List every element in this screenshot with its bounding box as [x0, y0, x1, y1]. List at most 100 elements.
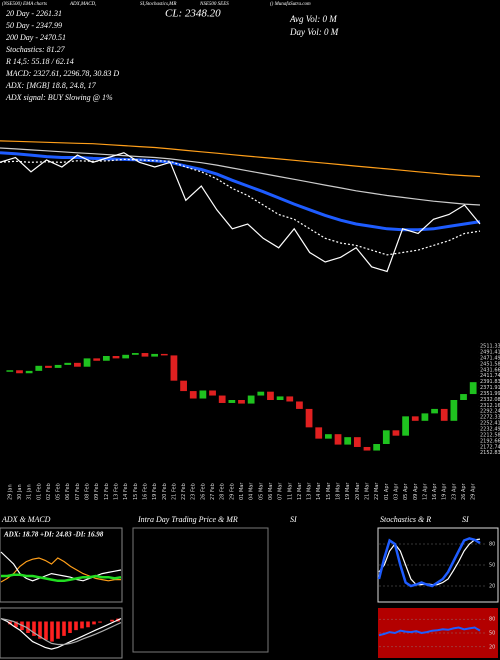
y-tick-label: 2312.16: [480, 403, 500, 409]
x-tick-label: 21 Mar: [364, 482, 370, 500]
x-tick-label: 06 Feb: [65, 483, 71, 500]
y-tick-label: 2272.33: [480, 415, 500, 421]
candle: [199, 390, 207, 399]
x-tick-label: 15 Mar: [326, 482, 332, 500]
candle: [344, 437, 352, 445]
x-tick-label: 22 Mar: [374, 482, 380, 500]
bar: [74, 621, 78, 631]
series-line: [0, 557, 121, 583]
x-tick-label: 09 Feb: [94, 483, 100, 500]
y-tick-label: 2371.91: [480, 385, 500, 391]
y-tick-label: 50: [489, 563, 495, 569]
macd-frame: [0, 607, 123, 659]
candle: [151, 353, 159, 357]
intraday-frame: [132, 527, 269, 653]
candle: [6, 370, 14, 372]
x-tick-label: 29 Feb: [229, 483, 235, 500]
candle: [431, 408, 438, 414]
x-tick-label: 02 Feb: [46, 483, 52, 500]
candle: [450, 400, 458, 421]
x-tick-label: 16 Feb: [142, 483, 148, 500]
header-text: (NSE500) EMA charts: [2, 2, 47, 7]
indicator-text: ADX: [MGB] 18.8, 24.8, 17: [5, 81, 97, 90]
y-tick-label: 80: [489, 617, 495, 623]
indicator-text: 20 Day - 2261.31: [6, 9, 62, 18]
y-tick-label: 2491.41: [480, 350, 500, 356]
x-tick-label: 04 Mar: [249, 482, 255, 500]
candle: [93, 358, 101, 361]
series-line: [0, 147, 481, 206]
avg-volume: Avg Vol: 0 M: [289, 14, 337, 24]
x-tick-label: 18 Mar: [336, 482, 342, 500]
candle: [45, 365, 52, 368]
y-tick-label: 2351.99: [480, 391, 500, 397]
candle: [411, 416, 419, 421]
x-tick-label: 11 Mar: [287, 482, 293, 500]
x-tick-label: 14 Feb: [123, 483, 129, 500]
candle: [469, 382, 477, 395]
candle: [25, 370, 33, 374]
panel-subtitle: SI: [462, 515, 469, 524]
x-tick-label: 05 Mar: [258, 482, 264, 500]
candle: [315, 427, 323, 439]
panel-title: Stochastics & R: [380, 515, 431, 524]
series-line: [0, 152, 481, 273]
adx-label: ADX: 18.78 +DI: 24.83 -DI: 16.98: [3, 531, 104, 539]
indicator-text: R 14,5: 55.18 / 62.14: [5, 57, 74, 66]
indicator-text: 50 Day - 2347.99: [6, 21, 62, 30]
candle: [257, 391, 265, 396]
x-tick-label: 06 Mar: [268, 482, 274, 500]
series-line: [0, 140, 481, 178]
candle: [180, 380, 187, 392]
x-tick-label: 03 Apr: [393, 482, 399, 500]
candle: [102, 356, 110, 361]
x-tick-label: 05 Apr: [403, 482, 409, 500]
candle: [189, 391, 197, 399]
indicator-text: MACD: 2327.61, 2296.78, 30.83 D: [5, 69, 119, 78]
x-tick-label: 12 Mar: [297, 482, 303, 500]
y-tick-label: 2192.66: [480, 438, 500, 444]
candle: [83, 358, 91, 367]
bar: [26, 621, 30, 633]
x-tick-label: 30 Jan: [17, 484, 23, 500]
x-tick-label: 23 Feb: [191, 483, 197, 500]
bar: [80, 621, 84, 629]
x-tick-label: 19 Apr: [442, 482, 448, 500]
candle: [218, 395, 226, 403]
y-tick-label: 80: [489, 542, 495, 548]
bar: [110, 619, 114, 622]
y-tick-label: 2232.49: [480, 426, 500, 432]
y-tick-label: 20: [489, 644, 495, 650]
x-tick-label: 01 Feb: [36, 483, 42, 500]
stoch-frame: [377, 527, 499, 603]
candle: [382, 430, 390, 444]
candle: [324, 434, 332, 439]
x-tick-label: 12 Feb: [104, 483, 110, 500]
x-tick-label: 26 Apr: [461, 482, 467, 500]
rsi-background: [378, 608, 498, 658]
candle: [440, 408, 448, 421]
bar: [56, 621, 60, 639]
x-tick-label: 05 Feb: [56, 483, 62, 500]
candle: [131, 353, 139, 355]
adx-frame: [0, 527, 123, 603]
close-price: CL: 2348.20: [165, 8, 221, 20]
x-tick-label: 01 Apr: [384, 482, 390, 500]
x-tick-label: 27 Feb: [210, 483, 216, 500]
bar: [50, 621, 54, 642]
x-tick-label: 07 Mar: [278, 482, 284, 500]
bar: [98, 621, 102, 623]
x-tick-label: 20 Mar: [355, 482, 361, 500]
x-tick-label: 23 Apr: [451, 482, 457, 500]
x-tick-label: 28 Feb: [220, 483, 226, 500]
indicator-text: Stochastics: 81.27: [6, 45, 66, 54]
x-tick-label: 19 Mar: [345, 482, 351, 500]
y-tick-label: 2511.33: [480, 344, 500, 350]
candle: [170, 355, 178, 381]
day-volume: Day Vol: 0 M: [289, 27, 339, 37]
candle: [122, 354, 130, 359]
panel-subtitle: SI: [290, 515, 297, 524]
bar: [32, 621, 36, 636]
candle: [421, 413, 429, 421]
